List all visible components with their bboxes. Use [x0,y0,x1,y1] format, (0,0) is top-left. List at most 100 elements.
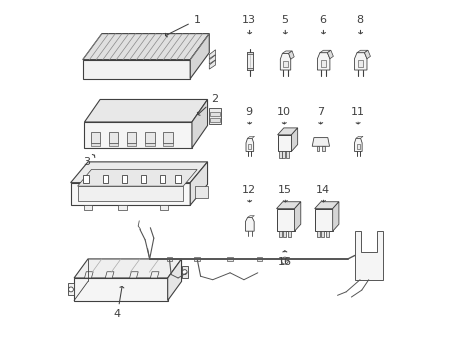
Text: 16: 16 [278,251,292,267]
Polygon shape [182,266,188,278]
Polygon shape [358,61,364,67]
Circle shape [182,270,187,275]
Polygon shape [78,169,197,186]
Polygon shape [326,231,328,237]
Bar [91,143,100,146]
Polygon shape [246,52,253,70]
Polygon shape [83,60,190,79]
Polygon shape [321,61,327,67]
Polygon shape [294,202,301,231]
Text: 7: 7 [317,106,324,124]
Polygon shape [247,136,255,138]
Polygon shape [356,136,363,138]
Text: 12: 12 [242,184,256,202]
Bar [163,143,173,146]
Polygon shape [318,53,330,70]
Polygon shape [279,231,282,237]
Polygon shape [276,202,301,209]
Polygon shape [355,53,367,70]
Polygon shape [84,205,92,211]
Polygon shape [312,137,329,146]
Text: 4: 4 [114,286,124,319]
Polygon shape [292,128,298,151]
Polygon shape [276,209,294,231]
Polygon shape [228,257,233,261]
Polygon shape [365,50,371,59]
Polygon shape [315,202,339,209]
Text: 14: 14 [316,184,330,202]
Polygon shape [192,100,208,148]
Polygon shape [175,175,181,183]
Polygon shape [105,272,114,278]
Polygon shape [195,186,208,198]
Polygon shape [289,51,294,59]
Bar [145,143,155,146]
Polygon shape [357,50,368,53]
Polygon shape [247,216,255,218]
Text: 15: 15 [278,184,292,202]
Text: 5: 5 [282,15,288,34]
Polygon shape [357,144,360,149]
Bar [210,118,220,122]
Bar [109,143,118,146]
Polygon shape [84,272,93,278]
Polygon shape [118,205,127,211]
Polygon shape [278,135,292,151]
Polygon shape [160,175,165,183]
Text: 9: 9 [246,106,253,124]
Circle shape [69,287,73,292]
Bar [127,143,137,146]
Polygon shape [278,128,298,135]
Polygon shape [246,138,254,151]
Polygon shape [286,151,289,158]
Polygon shape [160,205,168,211]
Text: 6: 6 [319,15,327,34]
Text: 13: 13 [242,15,256,34]
Polygon shape [210,108,221,124]
Bar [163,132,173,143]
Polygon shape [194,257,200,261]
Polygon shape [355,138,362,151]
Polygon shape [210,60,216,69]
Polygon shape [74,259,182,278]
Polygon shape [190,34,210,79]
Bar [246,52,253,54]
Polygon shape [320,50,331,53]
Text: 3: 3 [83,155,95,167]
Text: 11: 11 [351,106,365,124]
Polygon shape [121,175,127,183]
Polygon shape [283,231,286,237]
Polygon shape [129,272,138,278]
Polygon shape [71,162,208,183]
Polygon shape [283,151,285,158]
Circle shape [282,257,288,264]
Polygon shape [283,51,292,53]
Text: 2: 2 [197,94,218,115]
Polygon shape [68,283,74,295]
Polygon shape [355,231,383,280]
Polygon shape [322,146,325,151]
Polygon shape [280,53,291,70]
Polygon shape [257,257,262,261]
Polygon shape [248,144,251,149]
Polygon shape [315,209,333,231]
Polygon shape [279,151,282,158]
Polygon shape [78,186,183,201]
Bar [127,132,137,143]
Polygon shape [246,218,254,231]
Polygon shape [90,104,196,120]
Polygon shape [210,55,216,64]
Polygon shape [288,231,291,237]
Polygon shape [141,175,146,183]
Bar [210,112,220,116]
Polygon shape [84,122,192,148]
Bar [91,132,100,143]
Polygon shape [210,50,216,59]
Bar [145,132,155,143]
Polygon shape [321,231,324,237]
Polygon shape [190,162,208,205]
Polygon shape [333,202,339,231]
Polygon shape [317,231,319,237]
Text: 1: 1 [165,15,201,37]
Polygon shape [168,259,182,301]
